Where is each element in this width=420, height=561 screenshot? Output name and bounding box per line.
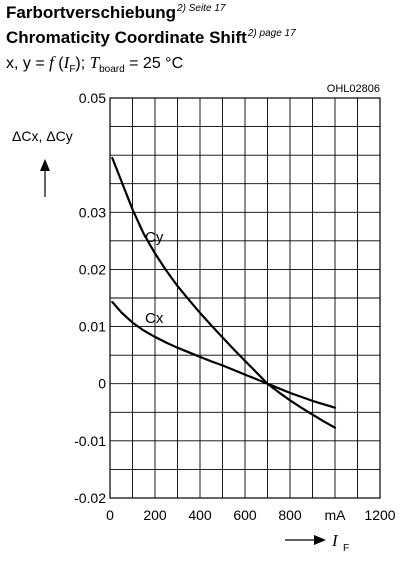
y-tick-label: 0.02 — [79, 261, 106, 277]
plot-frame — [109, 97, 381, 499]
condition-temp-value: = 25 °C — [124, 55, 184, 72]
tick-labels: 0.050.030.020.010-0.01-0.020 200 400 600 800… — [74, 90, 396, 523]
y-axis-label: ΔCx, ΔCy — [12, 128, 73, 144]
y-tick-label: 0.05 — [79, 90, 106, 106]
x-axis-label: I — [331, 531, 339, 550]
x-tick-label: 0 — [106, 507, 114, 523]
title-de-text: Farbortverschiebung — [6, 3, 177, 22]
chart-header: Farbortverschiebung2) Seite 17 Chromatic… — [6, 2, 416, 80]
x-tick-label: mA — [325, 507, 347, 523]
grid — [109, 97, 381, 499]
chart-title-german: Farbortverschiebung2) Seite 17 — [6, 2, 416, 27]
chart-condition: x, y = f (IF); Tboard = 25 °C — [6, 52, 416, 80]
condition-temp-var: T — [89, 53, 100, 72]
x-tick-label: 400 — [188, 507, 212, 523]
series-line-cy — [111, 156, 337, 429]
x-tick-label: 200 — [143, 507, 167, 523]
condition-close: ); — [75, 55, 90, 72]
condition-prefix: x, y = — [6, 55, 50, 72]
condition-current-sub: F — [69, 64, 76, 76]
series-layer — [111, 156, 337, 429]
chart-title-english: Chromaticity Coordinate Shift2) page 17 — [6, 27, 416, 52]
axis-labels: Cy Cx OHL02806 ΔCx, ΔCy I F — [12, 83, 380, 554]
x-tick-label: 800 — [278, 507, 302, 523]
y-tick-label: 0.01 — [79, 319, 106, 335]
y-tick-label: -0.02 — [74, 490, 106, 506]
series-label-cy: Cy — [145, 229, 164, 246]
condition-open: ( — [53, 55, 64, 72]
title-en-footnote: 2) page 17 — [247, 28, 296, 39]
x-axis-label-sub: F — [343, 543, 349, 554]
condition-current-var: I — [63, 53, 70, 72]
y-tick-label: -0.01 — [74, 433, 106, 449]
condition-temp-sub: board — [99, 64, 125, 76]
title-en-text: Chromaticity Coordinate Shift — [6, 28, 247, 47]
x-axis-arrow-head — [314, 535, 326, 545]
y-axis-arrow-head — [40, 159, 50, 171]
series-label-cx: Cx — [145, 310, 164, 327]
condition-function: f — [49, 53, 54, 72]
y-tick-label: 0.03 — [79, 204, 106, 220]
x-tick-label: 1200 — [364, 507, 395, 523]
chart-code: OHL02806 — [327, 83, 380, 95]
x-tick-label: 600 — [233, 507, 257, 523]
series-line-cx — [111, 300, 337, 409]
y-tick-label: 0 — [98, 376, 106, 392]
title-de-footnote: 2) Seite 17 — [177, 3, 226, 14]
